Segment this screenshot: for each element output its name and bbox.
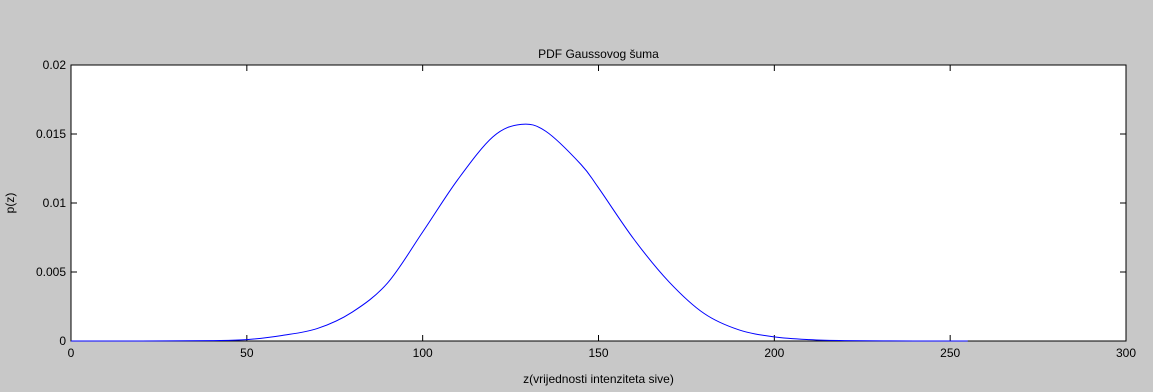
x-tick-label: 300 xyxy=(1116,346,1136,360)
y-tick-label: 0.02 xyxy=(43,58,67,72)
x-tick-label: 0 xyxy=(68,346,75,360)
plot-area xyxy=(70,64,1127,342)
y-tick-label: 0.015 xyxy=(36,127,66,141)
x-tick-label: 100 xyxy=(413,346,433,360)
x-tick-labels: 0 50 100 150 200 250 300 xyxy=(68,346,1137,360)
y-axis-label: p(z) xyxy=(3,193,17,214)
x-axis-label: z(vrijednosti intenziteta sive) xyxy=(523,372,674,386)
x-tick-label: 250 xyxy=(940,346,960,360)
series-line xyxy=(70,123,968,342)
y-tick-labels: 0 0.005 0.01 0.015 0.02 xyxy=(36,58,66,348)
x-tick-label: 50 xyxy=(240,346,254,360)
y-tick-label: 0.005 xyxy=(36,265,66,279)
y-tick-label: 0.01 xyxy=(43,196,67,210)
x-tick-label: 150 xyxy=(588,346,608,360)
y-tick-label: 0 xyxy=(59,334,66,348)
chart-title: PDF Gaussovog šuma xyxy=(538,47,659,61)
x-tick-label: 200 xyxy=(764,346,784,360)
